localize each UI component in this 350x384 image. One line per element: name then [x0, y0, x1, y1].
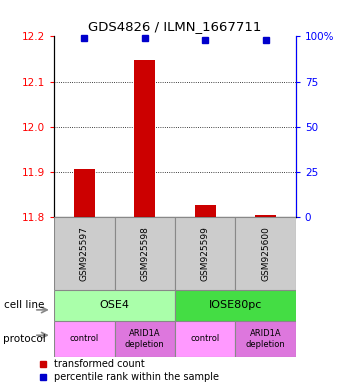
Bar [115, 217, 175, 290]
Bar [54, 321, 115, 357]
Text: OSE4: OSE4 [100, 300, 130, 310]
Text: percentile rank within the sample: percentile rank within the sample [55, 372, 219, 382]
Bar [175, 290, 296, 321]
Bar [54, 217, 115, 290]
Text: transformed count: transformed count [55, 359, 145, 369]
Text: control: control [70, 334, 99, 343]
Bar [74, 169, 95, 217]
Bar [175, 321, 235, 357]
Text: protocol: protocol [4, 334, 46, 344]
Bar [115, 321, 175, 357]
Bar [235, 321, 296, 357]
Text: control: control [190, 334, 220, 343]
Text: cell line: cell line [4, 300, 44, 310]
Text: GSM925599: GSM925599 [201, 226, 210, 281]
Bar [235, 217, 296, 290]
Text: GSM925597: GSM925597 [80, 226, 89, 281]
Text: ARID1A
depletion: ARID1A depletion [246, 329, 286, 349]
Bar [195, 205, 216, 217]
Text: IOSE80pc: IOSE80pc [209, 300, 262, 310]
Text: ARID1A
depletion: ARID1A depletion [125, 329, 165, 349]
Bar [255, 215, 276, 217]
Text: GSM925600: GSM925600 [261, 226, 270, 281]
Title: GDS4826 / ILMN_1667711: GDS4826 / ILMN_1667711 [88, 20, 262, 33]
Text: GSM925598: GSM925598 [140, 226, 149, 281]
Bar [134, 60, 155, 217]
Bar [54, 290, 175, 321]
Bar [175, 217, 235, 290]
